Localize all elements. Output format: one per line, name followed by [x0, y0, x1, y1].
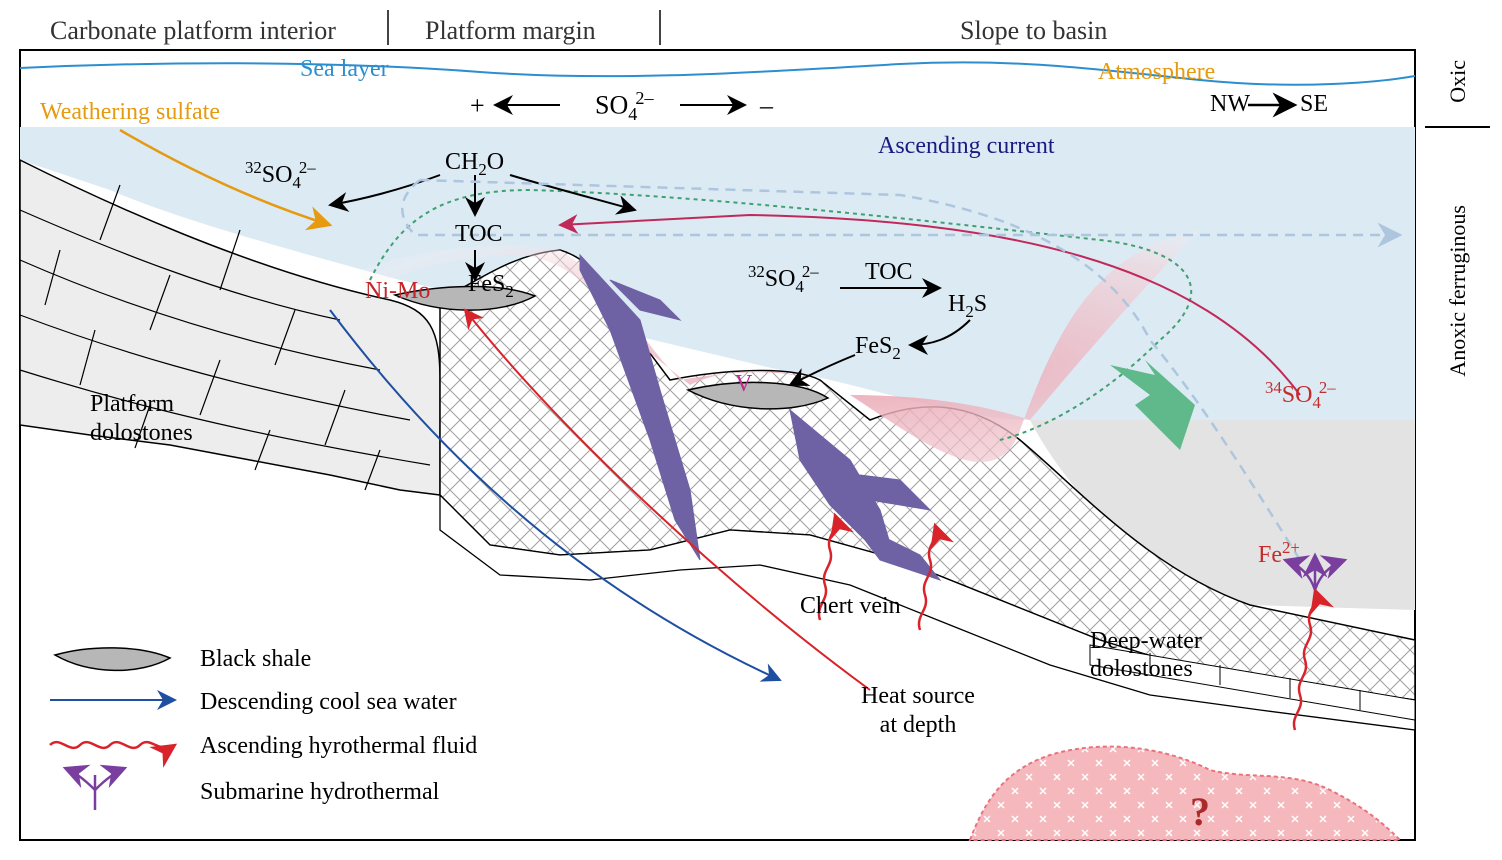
ch2o-label: CH2O — [445, 148, 504, 180]
heat-source-body — [970, 747, 1400, 840]
legend-submarine-label: Submarine hydrothermal — [200, 778, 439, 807]
legend-purple-icon — [65, 768, 125, 810]
h2s-label: H2S — [948, 290, 987, 322]
toc-left-label: TOC — [455, 220, 503, 249]
fes2-left-label: FeS2 — [468, 270, 514, 302]
so4-32-right-label: 32SO42– — [748, 262, 819, 297]
so4-32-label: 32SO42– — [245, 158, 316, 193]
so4-center-label: SO42– — [595, 88, 654, 126]
so4-34-label: 34SO42– — [1265, 378, 1336, 413]
chert-vein-label: Chert vein — [800, 592, 901, 621]
legend-shale-label: Black shale — [200, 645, 311, 674]
deepwater-label: Deep-waterdolostones — [1090, 628, 1230, 683]
toc-right-label: TOC — [865, 258, 913, 287]
oxic-side-label: Oxic — [1445, 60, 1471, 103]
diagram-container: Carbonate platform interior Platform mar… — [0, 0, 1502, 860]
header-interior: Carbonate platform interior — [50, 15, 336, 46]
nw-label: NW — [1210, 90, 1250, 119]
legend-shale-icon — [55, 648, 170, 671]
legend-group — [50, 648, 175, 810]
header-slope: Slope to basin — [960, 15, 1107, 46]
platform-dolostones-label: Platformdolostones — [90, 390, 210, 448]
weathering-label: Weathering sulfate — [40, 98, 220, 127]
v-label: V — [735, 370, 752, 399]
legend-descending-label: Descending cool sea water — [200, 688, 457, 717]
anoxic-side-label: Anoxic ferruginous — [1445, 205, 1471, 377]
heat-source-label: Heat sourceat depth — [848, 682, 988, 740]
se-label: SE — [1300, 90, 1328, 119]
atmosphere-label: Atmosphere — [1098, 58, 1215, 87]
ascending-current-label: Ascending current — [878, 132, 1055, 161]
nimo-label: Ni-Mo — [365, 277, 430, 306]
sea-layer-label: Sea layer — [300, 55, 389, 84]
legend-red-icon — [50, 742, 175, 748]
header-margin: Platform margin — [425, 15, 596, 46]
legend-ascending-label: Ascending hyrothermal fluid — [200, 732, 477, 761]
fes2-right-label: FeS2 — [855, 332, 901, 364]
plus-label: + — [470, 90, 485, 121]
diagram-svg — [0, 0, 1502, 860]
question-label: ? — [1190, 788, 1210, 836]
minus-label: – — [760, 90, 773, 121]
fe2-label: Fe2+ — [1258, 538, 1300, 570]
